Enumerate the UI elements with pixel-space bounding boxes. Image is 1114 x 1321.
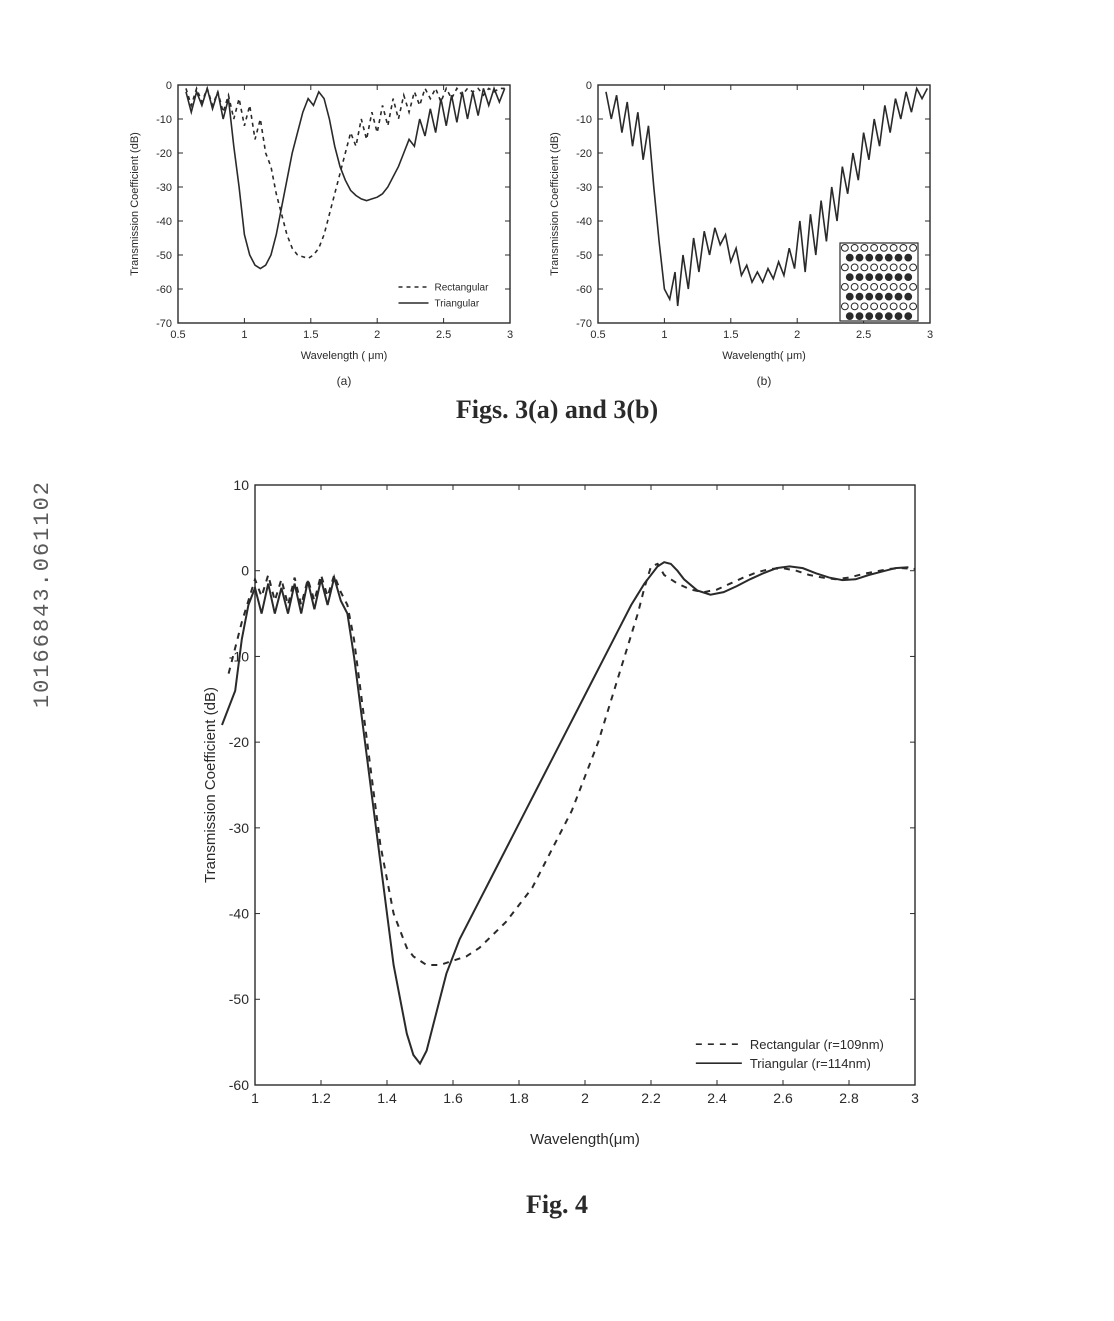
svg-text:10: 10 [233, 477, 249, 493]
svg-text:-20: -20 [229, 734, 249, 750]
svg-text:-40: -40 [576, 216, 592, 228]
svg-text:1.2: 1.2 [311, 1090, 331, 1106]
svg-text:1.5: 1.5 [303, 329, 318, 341]
svg-text:(b): (b) [757, 374, 772, 388]
svg-text:2: 2 [794, 329, 800, 341]
svg-text:-40: -40 [156, 216, 172, 228]
svg-text:-20: -20 [576, 148, 592, 160]
svg-text:Transmission Coefficient (dB): Transmission Coefficient (dB) [549, 132, 561, 276]
svg-text:-10: -10 [576, 114, 592, 126]
svg-text:2.2: 2.2 [641, 1090, 661, 1106]
svg-text:Transmission Coefficient (dB): Transmission Coefficient (dB) [129, 132, 141, 276]
svg-text:0: 0 [166, 80, 172, 92]
svg-text:1.8: 1.8 [509, 1090, 529, 1106]
svg-text:-30: -30 [229, 820, 249, 836]
legend-item-label: Triangular [435, 299, 480, 310]
svg-text:Wavelength(μm): Wavelength(μm) [530, 1131, 640, 1148]
svg-text:-50: -50 [576, 250, 592, 262]
legend-item-label: Rectangular [435, 283, 490, 294]
svg-text:1.5: 1.5 [723, 329, 738, 341]
svg-text:2.5: 2.5 [436, 329, 451, 341]
svg-text:2.8: 2.8 [839, 1090, 859, 1106]
svg-text:2: 2 [374, 329, 380, 341]
svg-text:0: 0 [586, 80, 592, 92]
svg-text:0.5: 0.5 [590, 329, 605, 341]
svg-text:-20: -20 [156, 148, 172, 160]
svg-text:1.6: 1.6 [443, 1090, 463, 1106]
legend-item-label: Triangular (r=114nm) [750, 1056, 871, 1071]
svg-text:2: 2 [581, 1090, 589, 1106]
page: 10166843.061102 0.5 1 1.5 2 2.5 3 -70 -60 -50 -40… [0, 0, 1114, 1321]
svg-text:-70: -70 [576, 318, 592, 330]
caption-fig3: Figs. 3(a) and 3(b) [0, 395, 1114, 425]
svg-text:Wavelength ( μm): Wavelength ( μm) [301, 350, 388, 362]
svg-text:1: 1 [661, 329, 667, 341]
svg-text:-30: -30 [576, 182, 592, 194]
svg-text:1: 1 [241, 329, 247, 341]
svg-text:3: 3 [911, 1090, 919, 1106]
svg-text:-60: -60 [156, 284, 172, 296]
svg-text:0.5: 0.5 [170, 329, 185, 341]
svg-text:-50: -50 [156, 250, 172, 262]
svg-text:Transmission Coefficient (dB): Transmission Coefficient (dB) [202, 687, 219, 883]
svg-text:-60: -60 [576, 284, 592, 296]
svg-text:0: 0 [241, 563, 249, 579]
vertical-page-code: 10166843.061102 [30, 480, 55, 708]
fig4-chart: 1 1.2 1.4 1.6 1.8 2 2.2 2.4 2.6 2.8 3 -60 -50 -40 -30 -… [180, 470, 930, 1150]
svg-text:2.6: 2.6 [773, 1090, 793, 1106]
svg-text:3: 3 [507, 329, 513, 341]
svg-text:-40: -40 [229, 905, 249, 921]
svg-text:-30: -30 [156, 182, 172, 194]
svg-text:Wavelength( μm): Wavelength( μm) [722, 350, 806, 362]
svg-text:-60: -60 [229, 1077, 249, 1093]
fig3b-chart: 0.5 1 1.5 2 2.5 3 -70 -60 -50 -40 -30 -20 -10 0 Wavele… [540, 75, 940, 365]
svg-text:1: 1 [251, 1090, 259, 1106]
svg-text:-10: -10 [156, 114, 172, 126]
legend-item-label: Rectangular (r=109nm) [750, 1037, 884, 1052]
svg-text:-70: -70 [156, 318, 172, 330]
svg-text:2.4: 2.4 [707, 1090, 727, 1106]
svg-text:3: 3 [927, 329, 933, 341]
svg-text:2.5: 2.5 [856, 329, 871, 341]
caption-fig4: Fig. 4 [0, 1190, 1114, 1220]
svg-text:1.4: 1.4 [377, 1090, 397, 1106]
svg-text:(a): (a) [337, 374, 352, 388]
svg-text:-50: -50 [229, 991, 249, 1007]
fig3a-chart: 0.5 1 1.5 2 2.5 3 -70 -60 -50 -40 -30 -20 -10 0 Wavele… [120, 75, 520, 365]
